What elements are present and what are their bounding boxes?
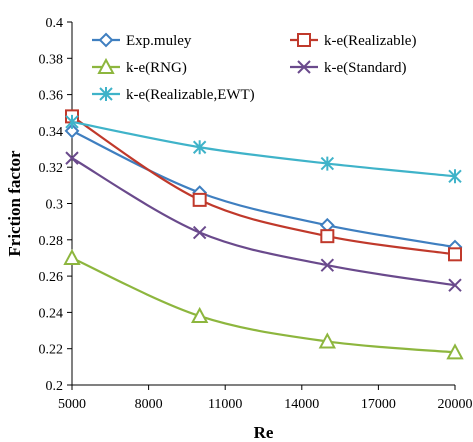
- legend-marker: [97, 57, 115, 74]
- y-tick-label: 0.32: [39, 161, 64, 176]
- legend-marker: [98, 32, 114, 48]
- axes: 0.2 0.22 0.24 0.26 0.28 0.3 0.32 0.34 0.36 0.38 0.…: [39, 16, 473, 412]
- legend-marker: [99, 87, 113, 101]
- data-point: [63, 248, 81, 265]
- x-tick-label: 8000: [135, 397, 163, 412]
- data-point: [65, 151, 79, 165]
- data-point: [318, 332, 337, 349]
- y-tick-label: 0.22: [39, 343, 64, 358]
- y-tick-label: 0.34: [39, 125, 64, 140]
- data-point: [65, 114, 79, 129]
- x-tick-label: 20000: [438, 397, 473, 412]
- x-tick-label: 14000: [284, 397, 319, 412]
- legend-item: Exp.muley: [92, 32, 192, 49]
- legend-label: k-e(Realizable): [324, 33, 416, 49]
- data-point: [320, 156, 335, 171]
- legend-label: k-e(RNG): [126, 60, 187, 76]
- series-4: [65, 114, 462, 184]
- y-tick-label: 0.38: [39, 52, 64, 67]
- y-axis-title: Friction factor: [5, 150, 24, 257]
- y-tick-label: 0.24: [39, 306, 64, 321]
- data-point: [448, 247, 462, 262]
- data-point: [190, 306, 209, 324]
- series-2: [63, 248, 464, 360]
- x-tick-label: 11000: [208, 397, 242, 412]
- legend-item: k-e(RNG): [92, 57, 187, 76]
- legend-item: k-e(Realizable,EWT): [92, 87, 255, 103]
- series-line: [71, 129, 456, 249]
- series-line: [71, 256, 456, 354]
- x-tick-label: 5000: [58, 397, 86, 412]
- series-line: [71, 157, 456, 287]
- legend-item: k-e(Standard): [290, 60, 406, 76]
- legend-marker: [297, 60, 311, 74]
- y-tick-label: 0.26: [39, 270, 64, 285]
- x-tick-label: 17000: [361, 397, 396, 412]
- series-line: [71, 120, 456, 178]
- series-layer: [63, 109, 464, 360]
- series-line: [71, 115, 456, 256]
- series-3: [65, 151, 462, 292]
- data-point: [192, 192, 207, 207]
- y-tick-label: 0.2: [46, 379, 64, 394]
- y-tick-label: 0.36: [39, 89, 64, 104]
- data-point: [320, 258, 335, 272]
- y-tick-label: 0.4: [46, 16, 64, 31]
- x-axis-title: Re: [254, 423, 274, 442]
- legend-label: k-e(Realizable,EWT): [126, 87, 255, 103]
- legend-marker: [297, 33, 311, 47]
- data-point: [446, 343, 464, 360]
- legend: Exp.muley k-e(Realizable) k-e(RNG) k-e(Stan…: [92, 32, 416, 103]
- data-point: [448, 278, 462, 292]
- legend-item: k-e(Realizable): [290, 33, 416, 49]
- legend-label: k-e(Standard): [324, 60, 406, 76]
- data-point: [320, 229, 335, 244]
- legend-label: Exp.muley: [126, 33, 192, 49]
- series-0: [64, 123, 463, 255]
- data-point: [192, 140, 207, 155]
- y-tick-label: 0.28: [39, 234, 64, 249]
- y-tick-label: 0.3: [46, 198, 64, 213]
- data-point: [448, 169, 462, 184]
- data-point: [192, 225, 207, 240]
- data-point: [64, 123, 80, 139]
